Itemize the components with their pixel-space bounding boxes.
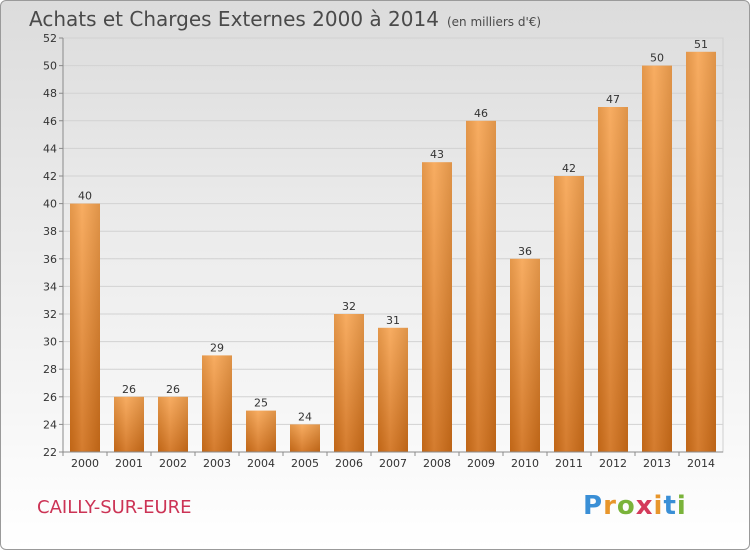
x-tick-label: 2001 <box>115 457 143 470</box>
logo-letter: i <box>653 491 664 521</box>
chart-unit: (en milliers d'€) <box>446 15 542 29</box>
x-tick-label: 2007 <box>379 457 407 470</box>
y-tick-label: 26 <box>43 391 57 404</box>
bar-shade-2010 <box>510 258 540 452</box>
data-label: 36 <box>518 245 532 258</box>
logo-letter: P <box>583 491 604 521</box>
data-label: 46 <box>474 107 488 120</box>
bar-shade-2006 <box>334 314 364 452</box>
y-tick-label: 32 <box>43 308 57 321</box>
logo-letter: x <box>635 491 654 521</box>
data-label: 40 <box>78 190 92 203</box>
y-tick-label: 28 <box>43 363 57 376</box>
x-tick-label: 2005 <box>291 457 319 470</box>
y-tick-label: 42 <box>43 170 57 183</box>
x-tick-label: 2002 <box>159 457 187 470</box>
x-tick-label: 2008 <box>423 457 451 470</box>
y-tick-label: 52 <box>43 32 57 45</box>
data-label: 47 <box>606 93 620 106</box>
bar-shade-2013 <box>642 65 672 452</box>
bar-shade-2001 <box>114 396 144 452</box>
commune-name: CAILLY-SUR-EURE <box>37 497 192 518</box>
data-label: 26 <box>166 383 180 396</box>
logo-letter: o <box>616 491 636 521</box>
x-tick-label: 2010 <box>511 457 539 470</box>
y-tick-label: 50 <box>43 60 57 73</box>
data-label: 24 <box>298 410 312 423</box>
bar-shade-2009 <box>466 120 496 453</box>
y-tick-label: 46 <box>43 115 57 128</box>
bar-shade-2007 <box>378 327 408 452</box>
y-tick-label: 40 <box>43 198 57 211</box>
y-tick-label: 38 <box>43 225 57 238</box>
y-tick-label: 36 <box>43 253 57 266</box>
y-tick-label: 44 <box>43 142 57 155</box>
x-tick-label: 2003 <box>203 457 231 470</box>
x-tick-label: 2012 <box>599 457 627 470</box>
bar-shade-2002 <box>158 396 188 452</box>
x-tick-label: 2011 <box>555 457 583 470</box>
bar-shade-2008 <box>422 162 452 452</box>
bar-shade-2011 <box>554 176 584 452</box>
logo-letter: r <box>603 491 617 521</box>
y-tick-label: 48 <box>43 87 57 100</box>
bar-shade-2014 <box>686 51 716 453</box>
logo-letter: t <box>663 491 677 521</box>
bar-shade-2005 <box>290 424 320 452</box>
data-label: 51 <box>694 38 708 51</box>
y-tick-label: 24 <box>43 418 57 431</box>
x-tick-label: 2014 <box>687 457 715 470</box>
y-tick-label: 22 <box>43 446 57 459</box>
x-tick-label: 2006 <box>335 457 363 470</box>
proxiti-logo: Proxiti <box>583 491 687 521</box>
logo-letter: i <box>676 491 687 521</box>
y-tick-label: 30 <box>43 336 57 349</box>
x-tick-label: 2004 <box>247 457 275 470</box>
data-label: 25 <box>254 397 268 410</box>
bars: 40 26 26 29 25 24 32 31 43 46 36 42 47 50 51 <box>70 38 716 453</box>
x-axis: 2000 2001 2002 2003 2004 2005 2006 2007 2008 2009… <box>62 451 723 470</box>
bar-shade-2012 <box>598 107 628 452</box>
chart-title-text: Achats et Charges Externes 2000 à 2014 <box>29 7 439 31</box>
bar-shade-2004 <box>246 410 276 452</box>
data-label: 29 <box>210 341 224 354</box>
y-axis: 22 24 26 28 30 32 34 36 38 40 42 44 46 48 50 52 <box>43 32 64 459</box>
data-label: 43 <box>430 148 444 161</box>
bar-shade-2000 <box>70 203 100 452</box>
y-tick-label: 34 <box>43 280 57 293</box>
bar-shade-2003 <box>202 355 232 452</box>
x-tick-label: 2009 <box>467 457 495 470</box>
data-label: 50 <box>650 52 664 65</box>
data-label: 42 <box>562 162 576 175</box>
data-label: 26 <box>122 383 136 396</box>
x-tick-label: 2013 <box>643 457 671 470</box>
data-label: 32 <box>342 300 356 313</box>
chart-title: Achats et Charges Externes 2000 à 2014 (e… <box>29 7 541 31</box>
x-tick-label: 2000 <box>71 457 99 470</box>
data-label: 31 <box>386 314 400 327</box>
